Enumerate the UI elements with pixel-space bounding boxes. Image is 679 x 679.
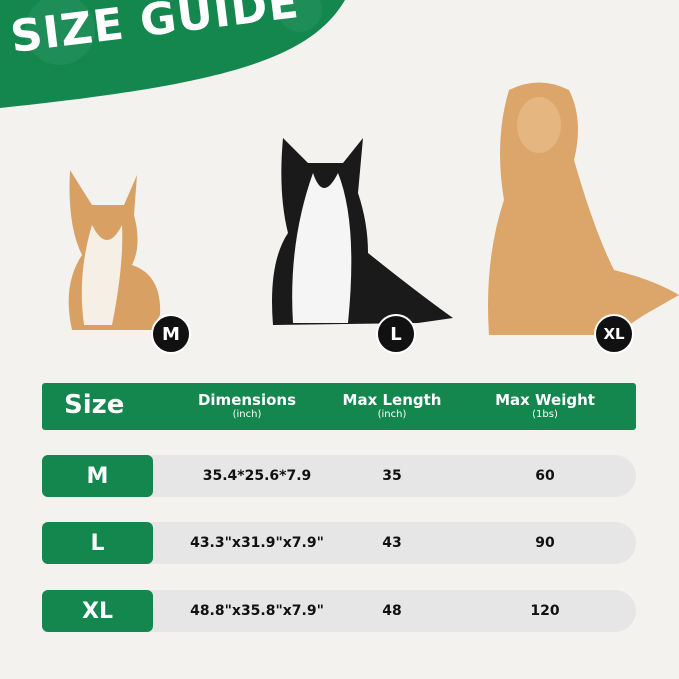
row-max-weight: 60 — [535, 468, 555, 484]
row-max-weight: 90 — [535, 535, 555, 551]
header-max-length: Max Length (inch) — [332, 391, 452, 420]
size-badge-xl: XL — [594, 314, 634, 354]
row-max-weight: 120 — [530, 603, 560, 619]
table-row-l: L 43.3"x31.9"x7.9" 43 90 — [42, 522, 636, 564]
table-header: Size Dimensions (inch) Max Length (inch) M… — [42, 383, 636, 430]
row-max-length: 35 — [382, 468, 402, 484]
row-size: L — [42, 522, 153, 564]
row-dimensions: 48.8"x35.8"x7.9" — [190, 603, 324, 619]
row-dimensions: 43.3"x31.9"x7.9" — [190, 535, 324, 551]
header-size: Size — [64, 390, 125, 420]
header-max-length-label: Max Length — [342, 391, 442, 409]
golden-retriever-dog-image — [488, 82, 679, 335]
size-badge-l: L — [376, 314, 416, 354]
row-max-length: 43 — [382, 535, 402, 551]
corgi-dog-image — [68, 170, 161, 330]
header-dimensions: Dimensions (inch) — [187, 391, 307, 420]
size-badge-m: M — [151, 314, 191, 354]
header-max-weight: Max Weight (1bs) — [485, 391, 605, 420]
header-max-length-unit: (inch) — [377, 409, 407, 420]
row-dimensions: 35.4*25.6*7.9 — [202, 468, 312, 484]
title-banner — [0, 0, 345, 108]
header-max-weight-unit: (1bs) — [532, 409, 558, 420]
row-size: M — [42, 455, 153, 497]
header-max-weight-label: Max Weight — [495, 391, 595, 409]
table-row-xl: XL 48.8"x35.8"x7.9" 48 120 — [42, 590, 636, 632]
row-max-length: 48 — [382, 603, 402, 619]
header-dimensions-label: Dimensions — [197, 391, 297, 409]
header-dimensions-unit: (inch) — [232, 409, 262, 420]
border-collie-dog-image — [272, 138, 453, 325]
table-row-m: M 35.4*25.6*7.9 35 60 — [42, 455, 636, 497]
row-size: XL — [42, 590, 153, 632]
